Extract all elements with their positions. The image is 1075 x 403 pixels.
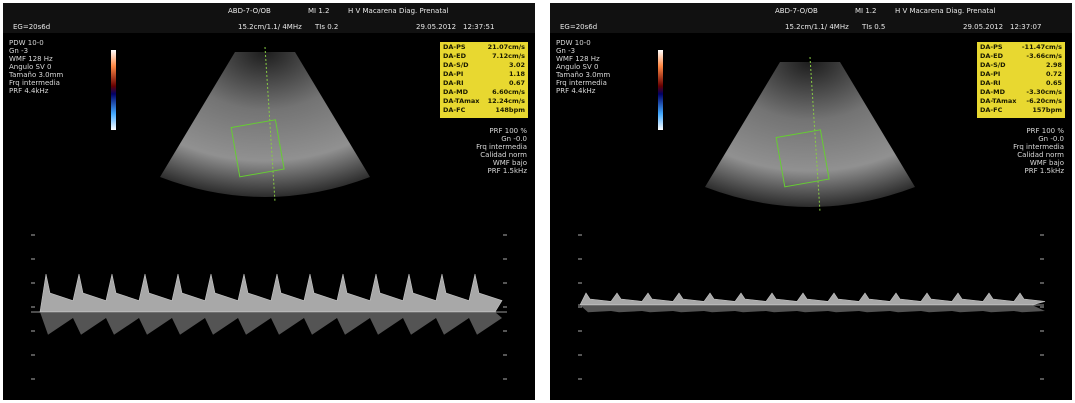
measurement-label: DA-TAmax: [443, 97, 480, 105]
measurement-value: 148bpm: [495, 106, 525, 114]
measurement-value: 0.72: [1046, 70, 1062, 78]
measurement-value: 12.24cm/s: [488, 97, 526, 105]
cursor-line: [264, 46, 276, 203]
measurement-value: -3.30cm/s: [1026, 88, 1062, 96]
measurement-value: 157bpm: [1032, 106, 1062, 114]
site: H V Macarena Diag. Prenatal: [895, 7, 995, 15]
color-setting: PRF 100 %: [489, 127, 527, 135]
setting: Frq intermedia: [9, 79, 60, 87]
probe: ABD-7-O/OB: [228, 7, 271, 15]
setting: Tamaño 3.0mm: [555, 71, 610, 79]
color-setting: WMF bajo: [493, 159, 527, 167]
color-setting: Gn -0.0: [501, 135, 527, 143]
color-setting: Gn -0.0: [1038, 135, 1064, 143]
measurement-value: 6.60cm/s: [492, 88, 525, 96]
depth: 15.2cm/1.1/ 4MHz: [785, 23, 849, 31]
spectrum-reverse: [580, 305, 1045, 313]
measurement-label: DA-PI: [443, 70, 463, 78]
setting: WMF 128 Hz: [556, 55, 600, 63]
measurement-value: 21.07cm/s: [488, 43, 526, 51]
spectrum-reverse: [40, 312, 502, 335]
cursor-line: [809, 56, 821, 213]
measurement-label: DA-FC: [443, 106, 466, 114]
ultrasound-fan: [705, 62, 915, 207]
spectrum: [579, 292, 1046, 306]
color-setting: Frq intermedia: [1013, 143, 1064, 151]
time: 12:37:51: [463, 23, 494, 31]
measurement-value: 3.02: [509, 61, 525, 69]
header-bar: [550, 3, 1072, 33]
setting: Gn -3: [556, 47, 575, 55]
measurement-label: DA-ED: [443, 52, 467, 60]
time: 12:37:07: [1010, 23, 1041, 31]
mi: MI 1.2: [308, 7, 329, 15]
color-setting: PRF 100 %: [1026, 127, 1064, 135]
color-setting: PRF 1.5kHz: [1025, 167, 1065, 175]
color-setting: WMF bajo: [1030, 159, 1064, 167]
measurement-label: DA-TAmax: [980, 97, 1017, 105]
setting: PRF 4.4kHz: [556, 87, 596, 95]
measurement-label: DA-S/D: [980, 61, 1006, 69]
measurement-label: DA-RI: [980, 79, 1001, 87]
setting: PDW 10-0: [556, 39, 591, 47]
measurement-box: [977, 42, 1065, 118]
measurement-value: 0.65: [1046, 79, 1063, 87]
color-bar: [658, 50, 663, 130]
probe: ABD-7-O/OB: [775, 7, 818, 15]
tis: TIs 0.2: [314, 23, 338, 31]
measurement-value: 2.98: [1046, 61, 1063, 69]
measurement-label: DA-ED: [980, 52, 1004, 60]
ultrasound-fan: [160, 52, 370, 197]
measurement-label: DA-MD: [443, 88, 469, 96]
sample-box: [775, 129, 830, 188]
measurement-label: DA-RI: [443, 79, 464, 87]
measurement-label: DA-PS: [443, 43, 466, 51]
color-setting: Calidad norm: [480, 151, 527, 159]
color-bar: [111, 50, 116, 130]
measurement-label: DA-MD: [980, 88, 1006, 96]
ga: EG=20s6d: [13, 23, 50, 31]
measurement-label: DA-FC: [980, 106, 1003, 114]
ga: EG=20s6d: [560, 23, 597, 31]
sample-box: [230, 119, 285, 178]
depth: 15.2cm/1.1/ 4MHz: [238, 23, 302, 31]
spectrum: [39, 273, 503, 313]
setting: Angulo SV 0: [556, 63, 598, 71]
measurement-label: DA-PS: [980, 43, 1003, 51]
mi: MI 1.2: [855, 7, 876, 15]
measurement-value: 7.12cm/s: [492, 52, 525, 60]
setting: Angulo SV 0: [9, 63, 51, 71]
site: H V Macarena Diag. Prenatal: [348, 7, 448, 15]
setting: Gn -3: [9, 47, 28, 55]
measurement-value: 1.18: [509, 70, 526, 78]
setting: WMF 128 Hz: [9, 55, 53, 63]
measurement-value: -6.20cm/s: [1026, 97, 1062, 105]
measurement-label: DA-PI: [980, 70, 1000, 78]
setting: PRF 4.4kHz: [9, 87, 49, 95]
header-bar: [3, 3, 535, 33]
date: 29.05.2012: [416, 23, 456, 31]
measurement-box: [440, 42, 528, 118]
measurement-value: 0.67: [509, 79, 525, 87]
setting: Frq intermedia: [556, 79, 607, 87]
measurement-value: -11.47cm/s: [1022, 43, 1062, 51]
date: 29.05.2012: [963, 23, 1003, 31]
setting: PDW 10-0: [9, 39, 44, 47]
measurement-value: -3.66cm/s: [1026, 52, 1062, 60]
color-setting: Calidad norm: [1017, 151, 1064, 159]
setting: Tamaño 3.0mm: [8, 71, 63, 79]
color-setting: PRF 1.5kHz: [488, 167, 528, 175]
measurement-label: DA-S/D: [443, 61, 469, 69]
color-setting: Frq intermedia: [476, 143, 527, 151]
tis: TIs 0.5: [861, 23, 885, 31]
